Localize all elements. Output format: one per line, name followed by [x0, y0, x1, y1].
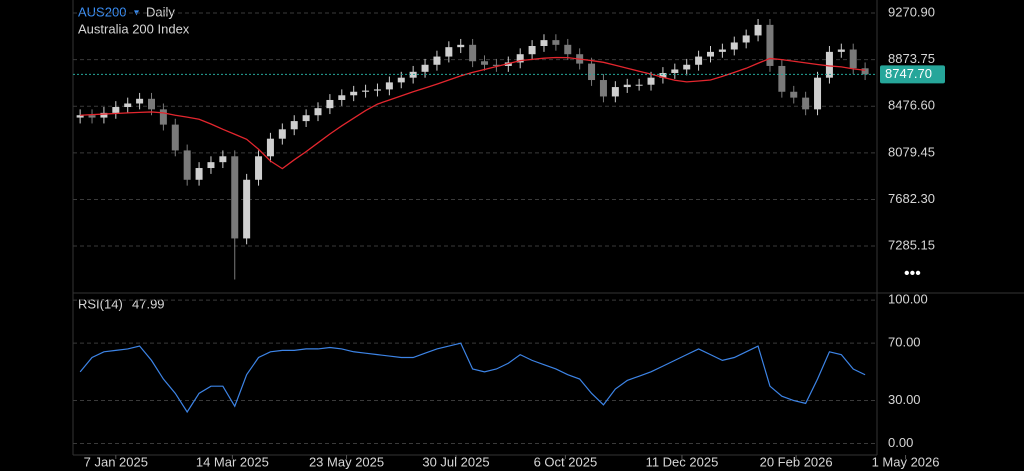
candle-body: [611, 87, 619, 97]
candle-body: [647, 77, 655, 85]
candle-body: [290, 121, 298, 130]
candle-body: [825, 51, 833, 78]
candle-body: [778, 65, 786, 92]
candle-body: [397, 77, 405, 83]
x-tick-label: 11 Dec 2025: [646, 454, 719, 469]
candle-body: [373, 89, 381, 91]
candle-body: [136, 98, 144, 104]
candle-body: [599, 80, 607, 97]
candle-body: [314, 108, 322, 116]
candle-body: [623, 84, 631, 88]
x-tick-label: 14 Mar 2025: [196, 454, 269, 469]
y-tick-label: 8079.45: [888, 144, 935, 159]
candle-body: [76, 115, 84, 118]
candle-body: [659, 72, 667, 78]
x-tick-label: 23 May 2025: [309, 454, 384, 469]
candle-body: [350, 91, 358, 96]
candle-body: [802, 97, 810, 110]
candle-body: [124, 103, 132, 108]
rsi-last-value: 47.99: [132, 296, 165, 311]
candle-body: [837, 49, 845, 52]
more-icon[interactable]: •••: [904, 265, 921, 282]
candle-body: [528, 45, 536, 55]
candle-body: [362, 90, 370, 92]
y-tick-label: 70.00: [888, 335, 921, 350]
x-tick-label: 30 Jul 2025: [422, 454, 489, 469]
candle-body: [445, 47, 453, 57]
candle-body: [159, 109, 167, 125]
candle-body: [219, 156, 227, 163]
candle-body: [183, 150, 191, 180]
candle-body: [112, 107, 120, 113]
candle-body: [231, 156, 239, 239]
candle-body: [338, 95, 346, 100]
candle-body: [492, 64, 500, 66]
candle-body: [849, 49, 857, 69]
x-tick-label: 1 May 2026: [872, 454, 940, 469]
y-tick-label: 8873.75: [888, 51, 935, 66]
y-tick-label: 9270.90: [888, 4, 935, 19]
rsi-line: [79, 342, 866, 414]
candle-body: [278, 129, 286, 139]
candle-body: [671, 69, 679, 73]
y-tick-label: 7682.30: [888, 191, 935, 206]
x-tick-label: 6 Oct 2025: [534, 454, 598, 469]
candle-body: [243, 179, 251, 239]
candle-body: [790, 91, 798, 98]
candle-body: [730, 42, 738, 50]
candle-body: [706, 51, 714, 57]
candle-body: [421, 64, 429, 72]
candle-body: [766, 24, 774, 66]
candle-body: [469, 44, 477, 62]
symbol[interactable]: AUS200: [78, 4, 126, 19]
candle-body: [88, 115, 96, 118]
interval[interactable]: Daily: [146, 4, 175, 19]
y-tick-label: 30.00: [888, 392, 921, 407]
candle-body: [814, 77, 822, 110]
candle-body: [266, 138, 274, 157]
candle-body: [171, 124, 179, 151]
candle-body: [635, 84, 643, 86]
candle-body: [861, 68, 869, 75]
rsi-title: RSI(14): [78, 296, 123, 311]
candle-body: [147, 98, 155, 110]
candle-body: [540, 40, 548, 46]
moving-average: [80, 56, 866, 170]
y-tick-label: 100.00: [888, 292, 928, 307]
x-tick-label: 20 Feb 2026: [760, 454, 833, 469]
candle-body: [742, 35, 750, 43]
last-price-box: [880, 65, 945, 84]
candle-body: [718, 49, 726, 52]
candle-body: [326, 99, 334, 109]
candle-body: [255, 156, 263, 180]
candle-body: [385, 82, 393, 90]
candle-body: [754, 24, 762, 36]
candle-body: [695, 56, 703, 65]
candle-body: [683, 64, 691, 70]
x-tick-label: 7 Jan 2025: [84, 454, 148, 469]
candle-body: [552, 40, 560, 45]
candle-body: [564, 44, 572, 55]
last-price-label: 8747.70: [885, 66, 932, 81]
candle-body: [207, 162, 215, 169]
candle-body: [588, 63, 596, 81]
candle-body: [481, 61, 489, 65]
candle-body: [433, 56, 441, 65]
subtitle: Australia 200 Index: [78, 21, 190, 36]
candle-body: [195, 168, 203, 180]
candle-body: [516, 54, 524, 63]
y-tick-label: 0.00: [888, 435, 913, 450]
candle-body: [100, 112, 108, 118]
y-tick-label: 8476.60: [888, 98, 935, 113]
candle-body: [302, 115, 310, 122]
candle-body: [457, 44, 465, 48]
y-tick-label: 7285.15: [888, 237, 935, 252]
